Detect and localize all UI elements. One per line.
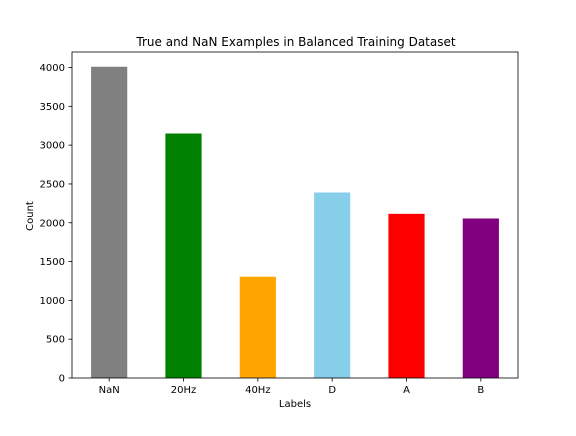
y-tick-label: 3500: [40, 102, 65, 113]
bar-20hz: [165, 133, 202, 378]
x-tick-label: NaN: [99, 385, 120, 396]
x-tick-label: D: [328, 385, 336, 396]
plot-frame: [71, 51, 519, 379]
y-tick-label: 2000: [40, 218, 65, 229]
bars-layer: [91, 66, 499, 378]
y-tick-label: 2500: [40, 179, 65, 190]
y-tick-label: 0: [59, 374, 65, 385]
bar-nan: [91, 66, 128, 378]
y-tick-label: 500: [46, 335, 65, 346]
bar-d: [314, 192, 351, 378]
x-tick-label: B: [477, 385, 484, 396]
x-tick-label: A: [403, 385, 410, 396]
x-axis-label: Labels: [279, 399, 311, 410]
y-tick-label: 1000: [40, 296, 65, 307]
y-tick-label: 4000: [40, 63, 65, 74]
y-axis-ticks: 0 500 1000 1500 2000 2500 3000 3500 4000: [40, 63, 72, 385]
x-axis-ticks: NaN 20Hz 40Hz D A B: [99, 378, 484, 396]
y-axis-label: Count: [25, 201, 36, 231]
y-tick-label: 3000: [40, 141, 65, 152]
y-tick-label: 1500: [40, 257, 65, 268]
bar-40hz: [239, 276, 276, 378]
bar-b: [462, 218, 499, 378]
chart-title: True and NaN Examples in Balanced Traini…: [135, 35, 455, 49]
x-tick-label: 20Hz: [171, 385, 197, 396]
x-tick-label: 40Hz: [245, 385, 271, 396]
bar-a: [388, 213, 425, 378]
